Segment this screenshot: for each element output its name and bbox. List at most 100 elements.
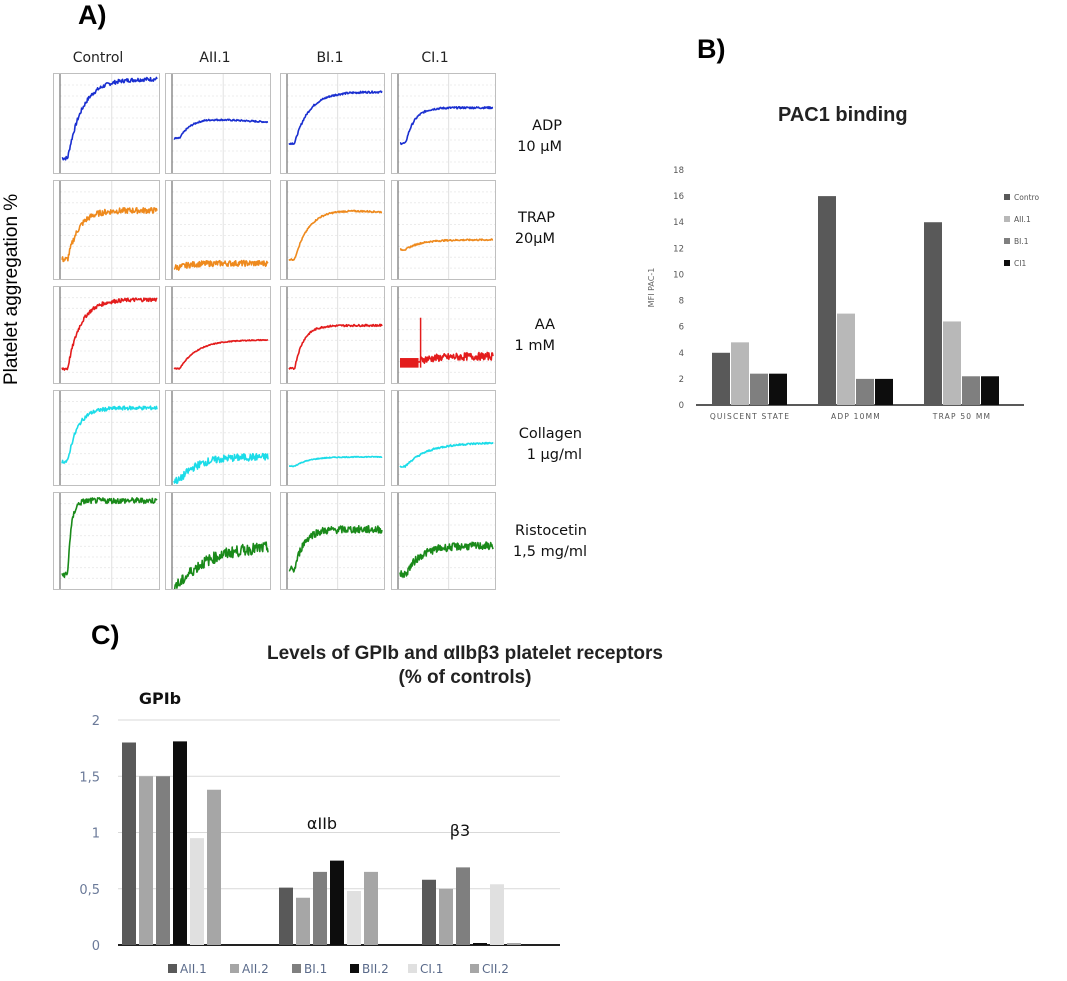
legend-label: AII.2 bbox=[242, 962, 269, 976]
bar-ci1-2 bbox=[347, 891, 361, 945]
y-tick-label: 12 bbox=[673, 244, 684, 254]
legend-swatch bbox=[408, 964, 417, 973]
panel-b-label: B) bbox=[697, 34, 726, 64]
trace-trap-4 bbox=[391, 180, 496, 280]
trace-plot bbox=[171, 493, 270, 589]
trace-gridlines bbox=[59, 391, 159, 485]
legend-swatch bbox=[168, 964, 177, 973]
bar-bii2-2 bbox=[330, 860, 344, 945]
y-tick-label: 1 bbox=[92, 827, 100, 842]
trace-gridlines bbox=[59, 74, 159, 173]
legend-label: BI.1 bbox=[1014, 237, 1029, 246]
bar-ci1-3 bbox=[981, 376, 999, 405]
row-label-adp-agonist: ADP bbox=[532, 118, 562, 134]
trace-adp-2 bbox=[165, 73, 271, 174]
trace-plot bbox=[59, 181, 159, 279]
trace-ristocetin-4 bbox=[391, 492, 496, 590]
trace-plot bbox=[171, 287, 270, 383]
chart-c-title-block: Levels of GPIb and αIIbβ3 platelet recep… bbox=[140, 642, 790, 690]
row-label-ristocetin-agonist: Ristocetin bbox=[514, 523, 587, 539]
legend-label: CI1 bbox=[1014, 259, 1026, 268]
trace-gridlines bbox=[286, 74, 384, 173]
trace-collagen-2 bbox=[165, 390, 271, 486]
column-header-control: Control bbox=[72, 50, 124, 66]
chart-b-title: PAC1 binding bbox=[778, 104, 908, 126]
category-label: GPIb bbox=[139, 689, 181, 708]
aggregation-curve bbox=[173, 452, 269, 485]
column-header-bi1: BI.1 bbox=[316, 50, 344, 66]
y-tick-label: 8 bbox=[679, 297, 684, 307]
trace-adp-4 bbox=[391, 73, 496, 174]
y-tick-label: 6 bbox=[679, 323, 684, 333]
panel-a-y-label: Platelet aggregation % bbox=[1, 193, 22, 385]
bar-aii1-1 bbox=[122, 742, 136, 945]
trace-plot bbox=[286, 287, 384, 383]
trace-aa-4 bbox=[391, 286, 496, 384]
trace-plot bbox=[171, 74, 270, 173]
trace-gridlines bbox=[171, 181, 270, 279]
legend-label: Contro bbox=[1014, 193, 1039, 202]
legend-label: AII.1 bbox=[1014, 215, 1031, 224]
bar-bi1-2 bbox=[313, 871, 327, 945]
trace-adp-1 bbox=[53, 73, 160, 174]
bar-bi1-1 bbox=[156, 776, 170, 945]
aggregation-curve bbox=[288, 455, 383, 468]
trace-gridlines bbox=[286, 181, 384, 279]
trace-collagen-3 bbox=[280, 390, 385, 486]
trace-ristocetin-2 bbox=[165, 492, 271, 590]
bar-bi1-1 bbox=[750, 373, 768, 405]
y-tick-label: 1,5 bbox=[79, 770, 100, 785]
bar-contro-2 bbox=[818, 196, 836, 405]
trace-gridlines bbox=[286, 391, 384, 485]
bar-aii1-2 bbox=[279, 887, 293, 945]
chart-c-subtitle: (% of controls) bbox=[398, 667, 532, 688]
row-label-trap-dose: 20µM bbox=[514, 231, 555, 247]
bar-aii1-3 bbox=[422, 879, 436, 945]
legend-swatch bbox=[230, 964, 239, 973]
chart-c-title: Levels of GPIb and αIIbβ3 platelet recep… bbox=[267, 643, 663, 664]
trace-gridlines bbox=[171, 287, 270, 383]
bar-cii2-2 bbox=[364, 871, 378, 945]
row-label-ristocetin-dose: 1,5 mg/ml bbox=[512, 544, 587, 560]
aggregation-curve bbox=[61, 207, 158, 263]
trace-aa-2 bbox=[165, 286, 271, 384]
panel-a-label: A) bbox=[78, 0, 107, 30]
legend-label: CI.1 bbox=[420, 962, 443, 976]
bar-cii2-3 bbox=[507, 943, 521, 945]
bar-contro-3 bbox=[924, 222, 942, 405]
bar-bi1-3 bbox=[456, 867, 470, 945]
row-label-adp-dose: 10 µM bbox=[517, 139, 562, 155]
bar-bi1-3 bbox=[962, 376, 980, 405]
y-tick-label: 0 bbox=[92, 939, 100, 954]
row-label-trap: TRAP 20µM bbox=[500, 208, 555, 250]
row-label-aa-dose: 1 mM bbox=[514, 338, 555, 354]
legend-label: CII.2 bbox=[482, 962, 509, 976]
column-header-aii1: AII.1 bbox=[199, 50, 231, 66]
y-axis-label: MFI PAC-1 bbox=[647, 268, 656, 308]
trace-plot bbox=[286, 391, 384, 485]
trace-gridlines bbox=[59, 181, 159, 279]
trace-gridlines bbox=[397, 287, 495, 383]
legend-swatch bbox=[1004, 194, 1010, 200]
trace-plot bbox=[59, 74, 159, 173]
x-category-label: QUISCENT STATE bbox=[710, 412, 790, 421]
trace-plot bbox=[59, 391, 159, 485]
bar-bii2-1 bbox=[173, 741, 187, 945]
trace-plot bbox=[397, 493, 495, 589]
row-label-collagen: Collagen 1 µg/ml bbox=[500, 424, 582, 466]
trace-gridlines bbox=[171, 74, 270, 173]
trace-gridlines bbox=[59, 493, 159, 589]
y-tick-label: 4 bbox=[679, 349, 684, 359]
aggregation-curve bbox=[61, 297, 158, 371]
legend-label: BI.1 bbox=[304, 962, 327, 976]
x-category-label: ADP 10MM bbox=[831, 412, 881, 421]
trace-plot bbox=[397, 74, 495, 173]
bar-aii2-2 bbox=[296, 897, 310, 945]
trace-plot bbox=[59, 493, 159, 589]
trace-plot bbox=[397, 391, 495, 485]
column-header-ci1: CI.1 bbox=[421, 50, 449, 66]
bar-aii1-2 bbox=[837, 313, 855, 405]
trace-collagen-1 bbox=[53, 390, 160, 486]
y-tick-label: 0 bbox=[679, 401, 684, 411]
legend-swatch bbox=[292, 964, 301, 973]
